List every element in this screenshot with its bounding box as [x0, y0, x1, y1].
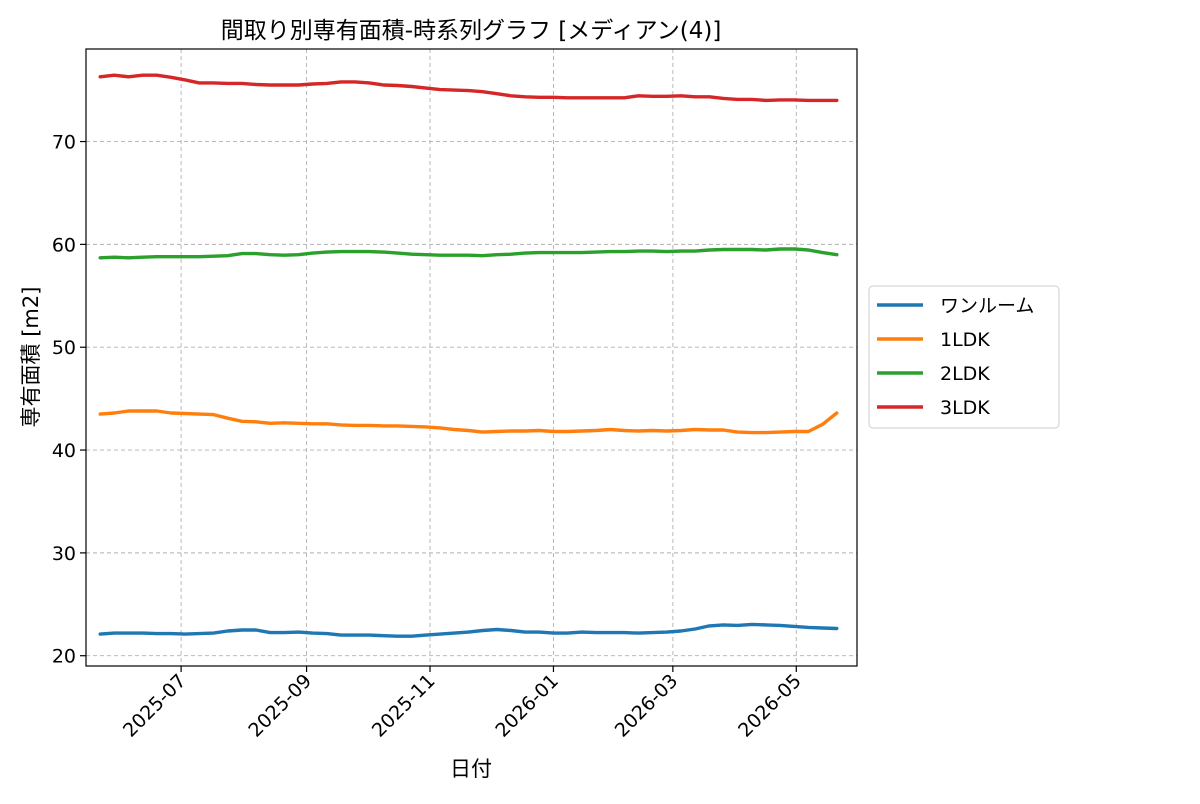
- legend-label: 3LDK: [940, 397, 990, 419]
- chart-title: 間取り別専有面積-時系列グラフ [メディアン(4)]: [221, 18, 722, 44]
- legend-box: [868, 285, 1060, 429]
- x-tick-label: 2025-11: [368, 670, 440, 742]
- y-axis-ticks: 20 30 40 50 60 70: [52, 132, 86, 668]
- series-line-0: [98, 622, 839, 638]
- legend-label: 2LDK: [940, 363, 990, 385]
- series-lines: [98, 73, 839, 638]
- x-axis-ticks: 2025-07 2025-09 2025-11 2026-01 2026-03 2026-…: [119, 666, 806, 742]
- x-axis-label: 日付: [450, 757, 492, 781]
- grid: [86, 49, 857, 666]
- series-line-1: [98, 409, 839, 435]
- y-tick-label: 50: [52, 337, 76, 359]
- y-tick-label: 30: [52, 543, 76, 565]
- x-tick-label: 2025-09: [244, 670, 316, 742]
- x-tick-label: 2026-05: [734, 670, 806, 742]
- y-axis-label: 専有面積 [m2]: [19, 287, 43, 428]
- series-line-3: [98, 73, 839, 103]
- legend-label: 1LDK: [940, 329, 990, 351]
- x-tick-label: 2026-01: [491, 670, 563, 742]
- y-tick-label: 40: [52, 440, 76, 462]
- legend-label: ワンルーム: [940, 295, 1034, 317]
- series-line-2: [98, 247, 839, 260]
- x-tick-label: 2025-07: [119, 670, 191, 742]
- y-tick-label: 70: [52, 132, 76, 154]
- legend: ワンルーム 1LDK 2LDK 3LDK: [868, 285, 1060, 429]
- y-tick-label: 20: [52, 646, 76, 668]
- y-tick-label: 60: [52, 234, 76, 256]
- x-tick-label: 2026-03: [611, 670, 683, 742]
- plot-area-frame: [85, 48, 858, 667]
